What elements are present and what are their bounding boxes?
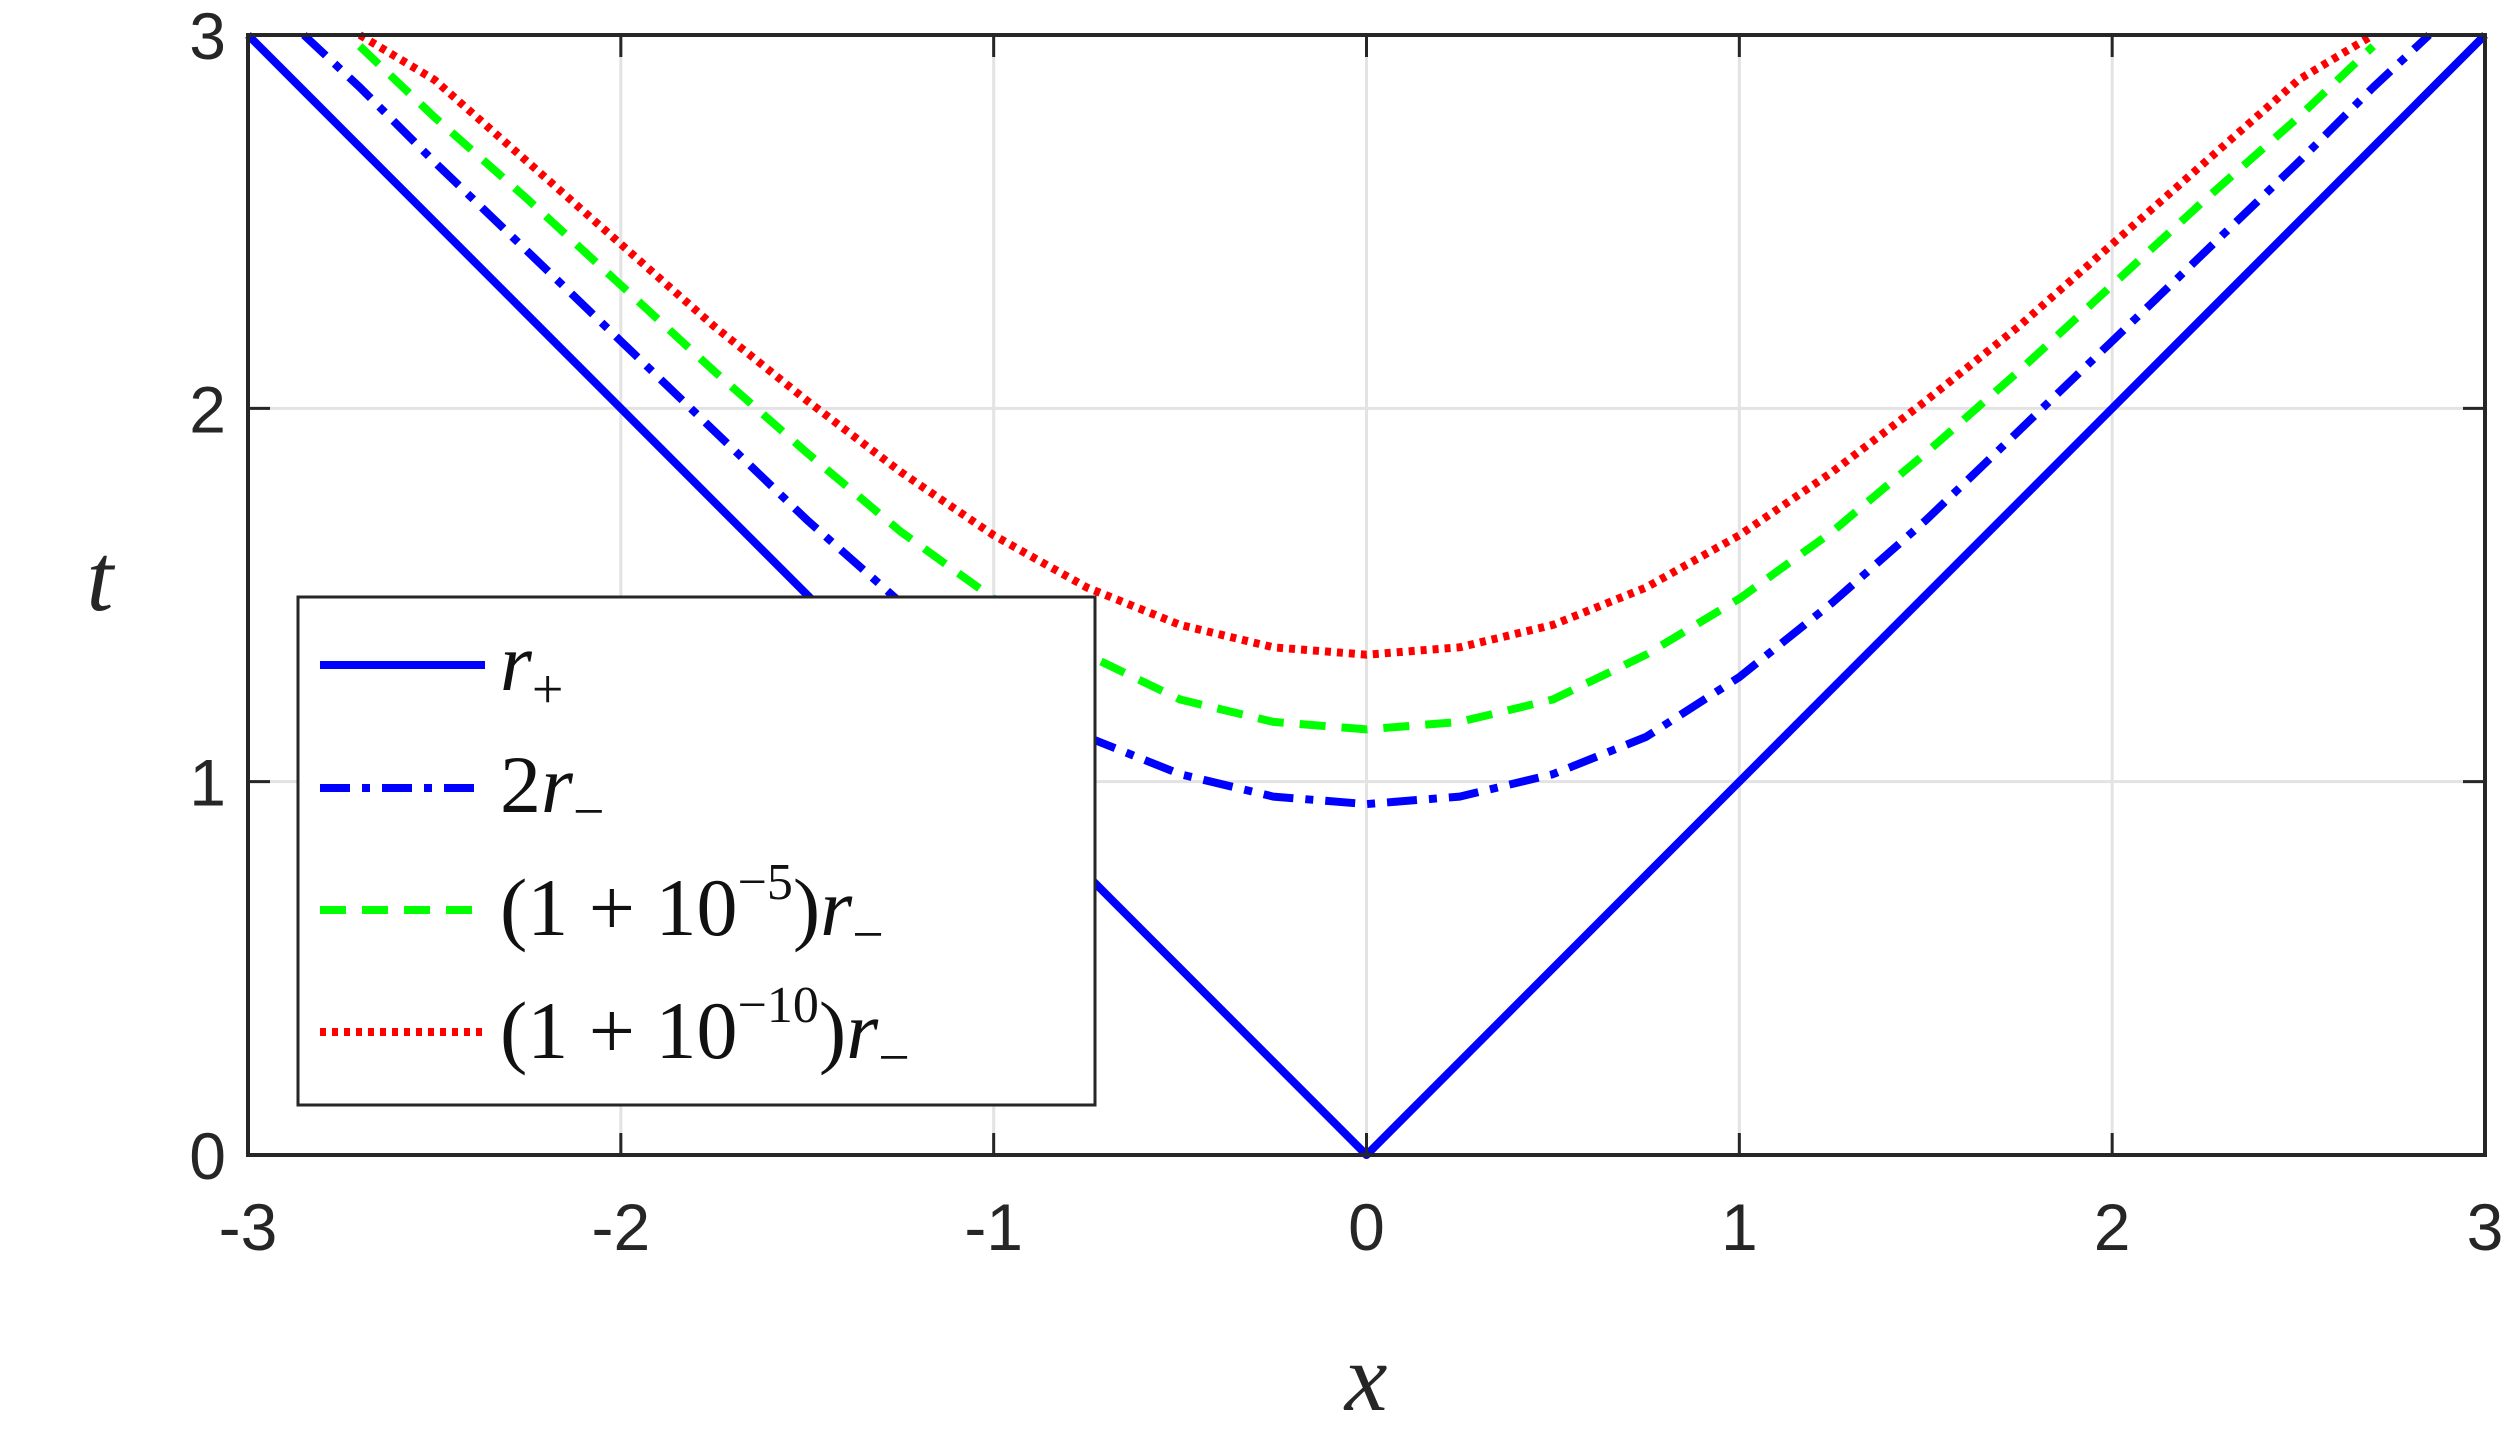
x-axis-label: x — [1343, 1324, 1388, 1431]
y-tick-label: 0 — [189, 1119, 226, 1193]
legend-label-1e5-main: r — [820, 862, 853, 953]
legend-label-2r-minus-pre: 2 — [500, 739, 541, 830]
x-tick-label: 2 — [2094, 1190, 2131, 1264]
legend-label-1e10-main: r — [846, 985, 879, 1076]
series-line-2r-minus — [301, 32, 2432, 809]
series-line-1e10-r-minus — [357, 31, 2376, 659]
legend: r+ 2r− (1 + 10−5)r− (1 + 10−10)r− — [296, 595, 1097, 1107]
legend-label-1e10-sup: −10 — [738, 977, 819, 1034]
legend-label-1e10-pre: (1 + 10 — [500, 985, 738, 1076]
series-line-1e5-r-minus — [357, 43, 2376, 734]
ticks: -3 -2 -1 0 1 2 3 0 1 2 3 — [189, 0, 2503, 1264]
y-tick-label: 3 — [189, 0, 226, 73]
legend-label-1e10-sub: − — [878, 1027, 910, 1089]
legend-label-1e5-r-minus: (1 + 10−5)r− — [500, 854, 884, 966]
y-axis-label: t — [87, 524, 116, 631]
x-tick-label: -3 — [219, 1190, 278, 1264]
x-tick-label: 3 — [2467, 1190, 2504, 1264]
legend-label-1e5-pre: (1 + 10 — [500, 862, 738, 953]
x-tick-label: 0 — [1348, 1190, 1385, 1264]
legend-label-1e5-sup: −5 — [738, 854, 793, 911]
legend-box — [296, 595, 1097, 1107]
y-tick-label: 2 — [189, 372, 226, 446]
y-tick-label: 1 — [189, 746, 226, 820]
legend-label-2r-minus-sub: − — [573, 781, 605, 843]
legend-label-1e5-sub: − — [852, 904, 884, 966]
legend-label-r-plus-main: r — [500, 617, 533, 708]
legend-label-1e5-mid: ) — [793, 862, 820, 953]
legend-label-1e10-r-minus: (1 + 10−10)r− — [500, 977, 910, 1089]
legend-label-2r-minus-main: r — [541, 739, 574, 830]
x-tick-label: -1 — [964, 1190, 1023, 1264]
x-tick-label: 1 — [1721, 1190, 1758, 1264]
legend-label-2r-minus: 2r− — [500, 739, 605, 843]
legend-label-r-plus: r+ — [500, 617, 564, 721]
x-tick-label: -2 — [591, 1190, 650, 1264]
legend-label-1e10-mid: ) — [819, 985, 846, 1076]
legend-label-r-plus-sub: + — [532, 659, 564, 721]
